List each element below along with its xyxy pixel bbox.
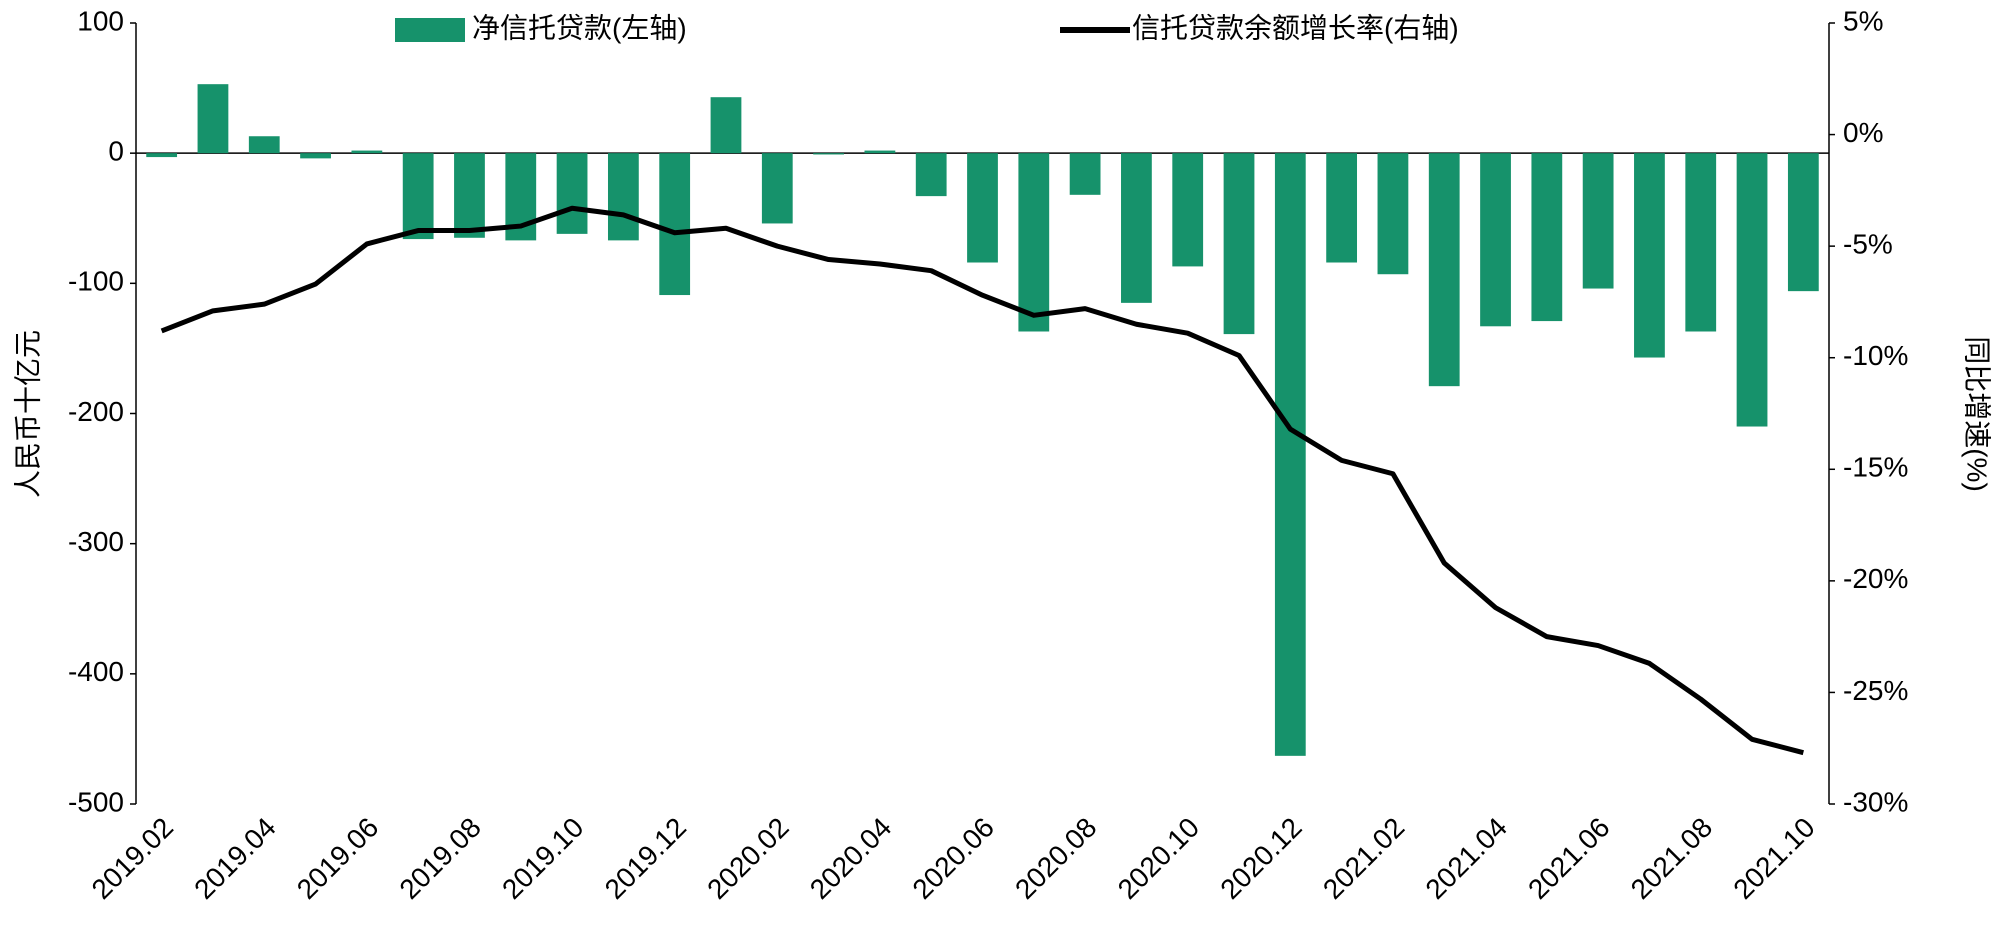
bar [1634, 153, 1665, 358]
x-tick-label: 2020.04 [804, 812, 897, 905]
x-tick-label: 2020.12 [1214, 812, 1307, 905]
legend-label: 净信托贷款(左轴) [472, 12, 687, 43]
bar [967, 153, 998, 263]
line [160, 205, 1804, 756]
x-tick-label: 2019.04 [188, 812, 281, 905]
bar [1736, 153, 1768, 427]
bar [710, 97, 742, 154]
bar [1582, 153, 1614, 289]
y-tick-label: -500 [68, 786, 124, 817]
legend-swatch [395, 18, 465, 42]
y2-tick-label: -25% [1843, 675, 1908, 706]
bar [402, 153, 434, 240]
bar [1480, 153, 1511, 327]
bar [454, 153, 485, 238]
legend-label: 信托贷款余额增长率(右轴) [1132, 12, 1459, 43]
bar [1223, 153, 1255, 335]
x-tick-label: 2021.08 [1625, 812, 1718, 905]
x-tick-label: 2021.02 [1317, 812, 1410, 905]
bar [864, 150, 896, 154]
bar [1172, 153, 1204, 267]
bar [1531, 153, 1563, 322]
bar [607, 153, 639, 241]
bar [351, 150, 383, 154]
bar [1069, 153, 1101, 195]
bar [146, 153, 178, 158]
x-tick-label: 2020.10 [1112, 812, 1205, 905]
y2-tick-label: -15% [1843, 452, 1908, 483]
x-tick-label: 2019.08 [393, 812, 486, 905]
bar [915, 153, 947, 197]
y2-tick-label: -20% [1843, 563, 1908, 594]
bar [248, 136, 280, 154]
bar [1121, 153, 1152, 303]
x-tick-label: 2020.02 [701, 812, 794, 905]
bar [1018, 153, 1050, 332]
y-tick-label: -400 [68, 656, 124, 687]
y-tick-label: 100 [77, 5, 124, 36]
y-tick-label: -300 [68, 526, 124, 557]
x-tick-label: 2019.10 [496, 812, 589, 905]
bar [1787, 153, 1819, 292]
bar [761, 153, 793, 224]
x-tick-label: 2020.08 [1009, 812, 1102, 905]
y2-tick-label: -30% [1843, 786, 1908, 817]
y2-tick-label: -10% [1843, 340, 1908, 371]
bar [1274, 153, 1306, 756]
bar [813, 153, 844, 155]
bar [300, 153, 331, 159]
y2-axis-title: 同比增速(%) [1962, 336, 1993, 492]
y2-tick-label: 5% [1843, 5, 1883, 36]
bar [1428, 153, 1460, 387]
bar [1377, 153, 1409, 275]
x-tick-label: 2021.06 [1522, 812, 1615, 905]
x-tick-label: 2020.06 [906, 812, 999, 905]
bar [1326, 153, 1358, 263]
bar [197, 84, 229, 154]
y2-tick-label: -5% [1843, 229, 1893, 260]
y-tick-label: -100 [68, 266, 124, 297]
x-tick-label: 2019.12 [599, 812, 692, 905]
bar [556, 153, 588, 234]
y2-tick-label: 0% [1843, 117, 1883, 148]
y-axis-title: 人民币十亿元 [12, 330, 43, 498]
x-tick-label: 2019.06 [291, 812, 384, 905]
y-tick-label: 0 [108, 136, 124, 167]
bar [659, 153, 691, 296]
x-tick-label: 2021.10 [1727, 812, 1820, 905]
y-tick-label: -200 [68, 396, 124, 427]
bar [1685, 153, 1717, 332]
x-tick-label: 2019.02 [86, 812, 179, 905]
x-tick-label: 2021.04 [1420, 812, 1513, 905]
